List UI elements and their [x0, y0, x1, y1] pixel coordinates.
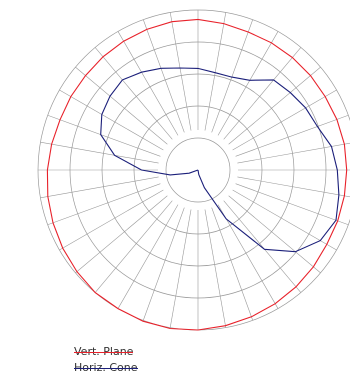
grid-spoke — [59, 89, 164, 151]
grid-spoke — [235, 114, 349, 157]
grid-spoke — [142, 207, 185, 321]
series-horiz-cone-line — [100, 67, 340, 253]
polar-series-group — [46, 18, 348, 331]
grid-spoke — [94, 47, 173, 140]
grid-spoke — [211, 207, 254, 321]
grid-spoke — [117, 31, 179, 136]
grid-spoke — [169, 12, 192, 131]
grid-spoke — [204, 12, 227, 131]
grid-spoke — [211, 19, 254, 133]
grid-spoke — [223, 200, 302, 293]
legend-horiz-cone-label: Horiz. Cone — [74, 361, 138, 374]
grid-ring — [101, 73, 295, 267]
grid-spoke — [75, 195, 168, 274]
polar-grid — [37, 9, 350, 331]
legend-vert-plane-label: Vert. Plane — [74, 345, 134, 358]
grid-spoke — [232, 189, 337, 251]
legend-vert-plane: Vert. Plane — [74, 345, 134, 358]
grid-spoke — [47, 114, 161, 157]
grid-spoke — [228, 195, 321, 274]
grid-ring — [69, 41, 327, 299]
grid-spoke — [204, 209, 227, 328]
grid-spoke — [142, 19, 185, 133]
grid-ring — [165, 137, 231, 203]
grid-spoke — [237, 176, 350, 198]
grid-spoke — [223, 47, 302, 140]
grid-spoke — [228, 66, 321, 145]
grid-spoke — [217, 204, 279, 309]
grid-spoke — [232, 89, 337, 151]
grid-spoke — [59, 189, 164, 251]
grid-spoke — [169, 209, 192, 328]
grid-spoke — [47, 183, 161, 226]
grid-spoke — [75, 66, 168, 145]
grid-spoke — [40, 176, 159, 199]
grid-spoke — [117, 204, 179, 309]
grid-ring — [133, 105, 263, 235]
legend-horiz-cone-swatch — [74, 368, 138, 369]
grid-spoke — [237, 142, 350, 164]
series-vert-plane-line — [46, 18, 348, 331]
legend-vert-plane-swatch — [74, 352, 134, 353]
grid-spoke — [235, 183, 349, 226]
legend-horiz-cone: Horiz. Cone — [74, 361, 138, 374]
grid-spoke — [40, 141, 159, 164]
grid-spoke — [94, 200, 173, 293]
grid-spoke — [217, 31, 279, 136]
